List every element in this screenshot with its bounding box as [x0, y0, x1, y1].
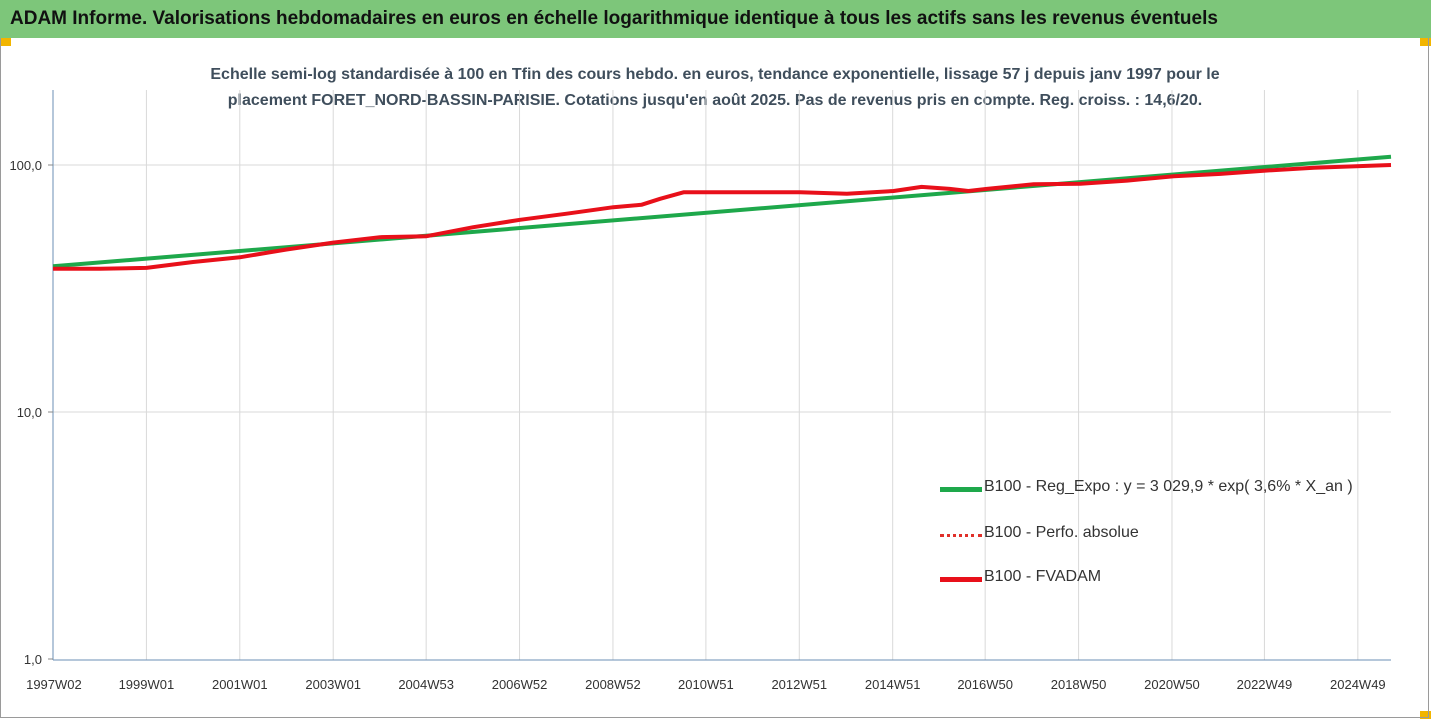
y-tick-label: 100,0 [9, 158, 42, 173]
x-tick-label: 1999W01 [119, 677, 175, 692]
x-tick-label: 2022W49 [1237, 677, 1293, 692]
x-tick-label: 2001W01 [212, 677, 268, 692]
x-tick-label: 2010W51 [678, 677, 734, 692]
x-tick-label: 2014W51 [865, 677, 921, 692]
header-bar: ADAM Informe. Valorisations hebdomadaire… [0, 0, 1431, 38]
x-tick-label: 2008W52 [585, 677, 641, 692]
legend-label-fvadam: B100 - FVADAM [984, 568, 1102, 585]
x-tick-label: 2006W52 [492, 677, 548, 692]
legend-label-perfo: B100 - Perfo. absolue [984, 524, 1139, 541]
chart-frame [0, 38, 1429, 718]
legend-label-regression: B100 - Reg_Expo : y = 3 029,9 * exp( 3,6… [984, 478, 1353, 495]
selection-handle[interactable] [1420, 711, 1431, 719]
series-line-regression [52, 154, 1392, 269]
page-title: ADAM Informe. Valorisations hebdomadaire… [10, 8, 1218, 29]
x-tick-label: 2003W01 [305, 677, 361, 692]
legend-swatch-fvadam [940, 577, 982, 582]
x-tick-label: 2016W50 [957, 677, 1013, 692]
x-tick-label: 2020W50 [1144, 677, 1200, 692]
selection-handle[interactable] [0, 38, 11, 46]
legend-swatch-regression [940, 487, 982, 492]
chart-title-line-2: placement FORET_NORD-BASSIN-PARISIE. Cot… [227, 92, 1203, 109]
chart-title-line-1: Echelle semi-log standardisée à 100 en T… [210, 66, 1220, 83]
x-tick-label: 2018W50 [1051, 677, 1107, 692]
x-tick-label: 1997W02 [26, 677, 82, 692]
x-tick-label: 2012W51 [771, 677, 827, 692]
y-tick-label: 1,0 [24, 652, 42, 667]
series-line-fvadam [53, 163, 1392, 271]
x-tick-label: 2024W49 [1330, 677, 1386, 692]
y-tick-label: 10,0 [17, 405, 42, 420]
legend-swatch-perfo [940, 534, 982, 537]
x-tick-label: 2004W53 [398, 677, 454, 692]
selection-handle[interactable] [1420, 38, 1431, 46]
